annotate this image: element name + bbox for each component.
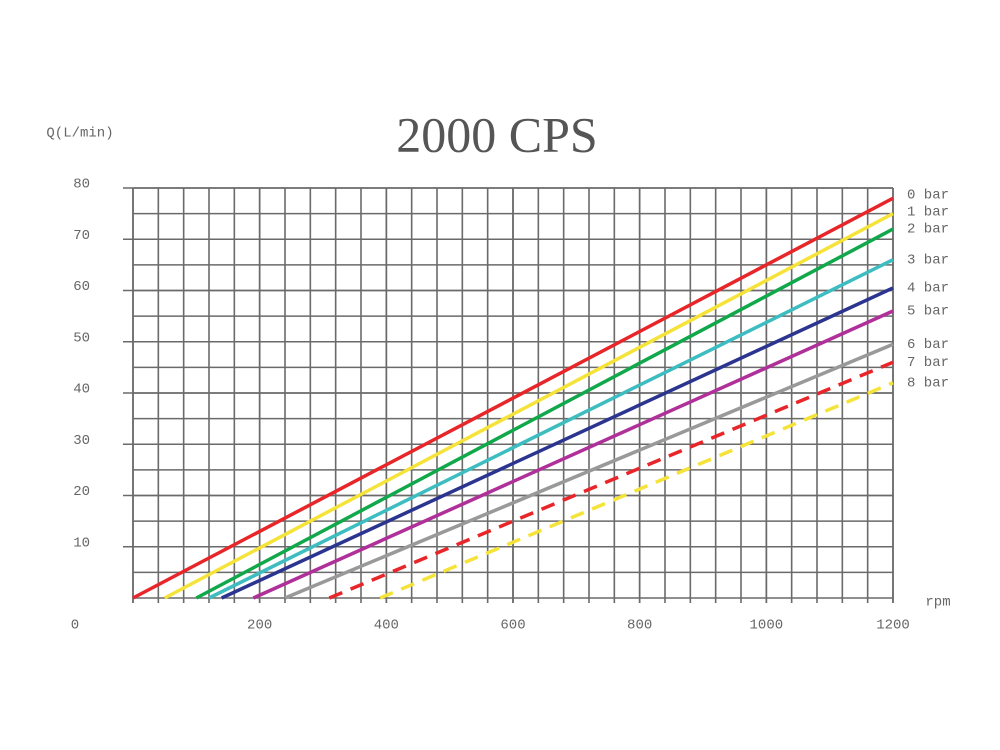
series-line: [284, 342, 894, 600]
y-tick-label: 40: [73, 382, 90, 398]
legend-label: 8 bar: [907, 375, 949, 391]
x-axis-title: rpm: [925, 595, 950, 611]
series-line: [328, 360, 894, 600]
x-tick-label: 200: [247, 618, 272, 634]
y-tick-label: 60: [73, 279, 90, 295]
y-tick-label: 80: [73, 177, 90, 193]
x-tick-label: 600: [500, 618, 525, 634]
legend-label: 0 bar: [907, 188, 949, 204]
series-line: [379, 381, 894, 600]
x-tick-label: 400: [374, 618, 399, 634]
series-line: [132, 196, 894, 600]
legend-label: 2 bar: [907, 222, 949, 238]
legend-label: 6 bar: [907, 337, 949, 353]
chart-title: 2000 CPS: [396, 106, 597, 162]
y-tick-label: 30: [73, 433, 90, 449]
x-tick-label: 1000: [750, 618, 784, 634]
series-line: [195, 227, 894, 600]
x-tick-label: 0: [71, 618, 79, 634]
series-line: [163, 212, 894, 600]
legend-label: 5 bar: [907, 304, 949, 320]
series-line: [208, 258, 894, 600]
legend-label: 4 bar: [907, 281, 949, 297]
y-tick-label: 70: [73, 228, 90, 244]
legend-label: 7 bar: [907, 355, 949, 371]
x-tick-label: 1200: [876, 618, 910, 634]
x-tick-label: 800: [627, 618, 652, 634]
y-axis-title: Q(L/min): [46, 126, 113, 142]
series-line: [220, 286, 894, 600]
legend-label: 3 bar: [907, 252, 949, 268]
series-line: [252, 309, 894, 600]
y-tick-label: 20: [73, 484, 90, 500]
legend-label: 1 bar: [907, 205, 949, 221]
y-tick-label: 50: [73, 330, 90, 346]
y-tick-label: 10: [73, 535, 90, 551]
